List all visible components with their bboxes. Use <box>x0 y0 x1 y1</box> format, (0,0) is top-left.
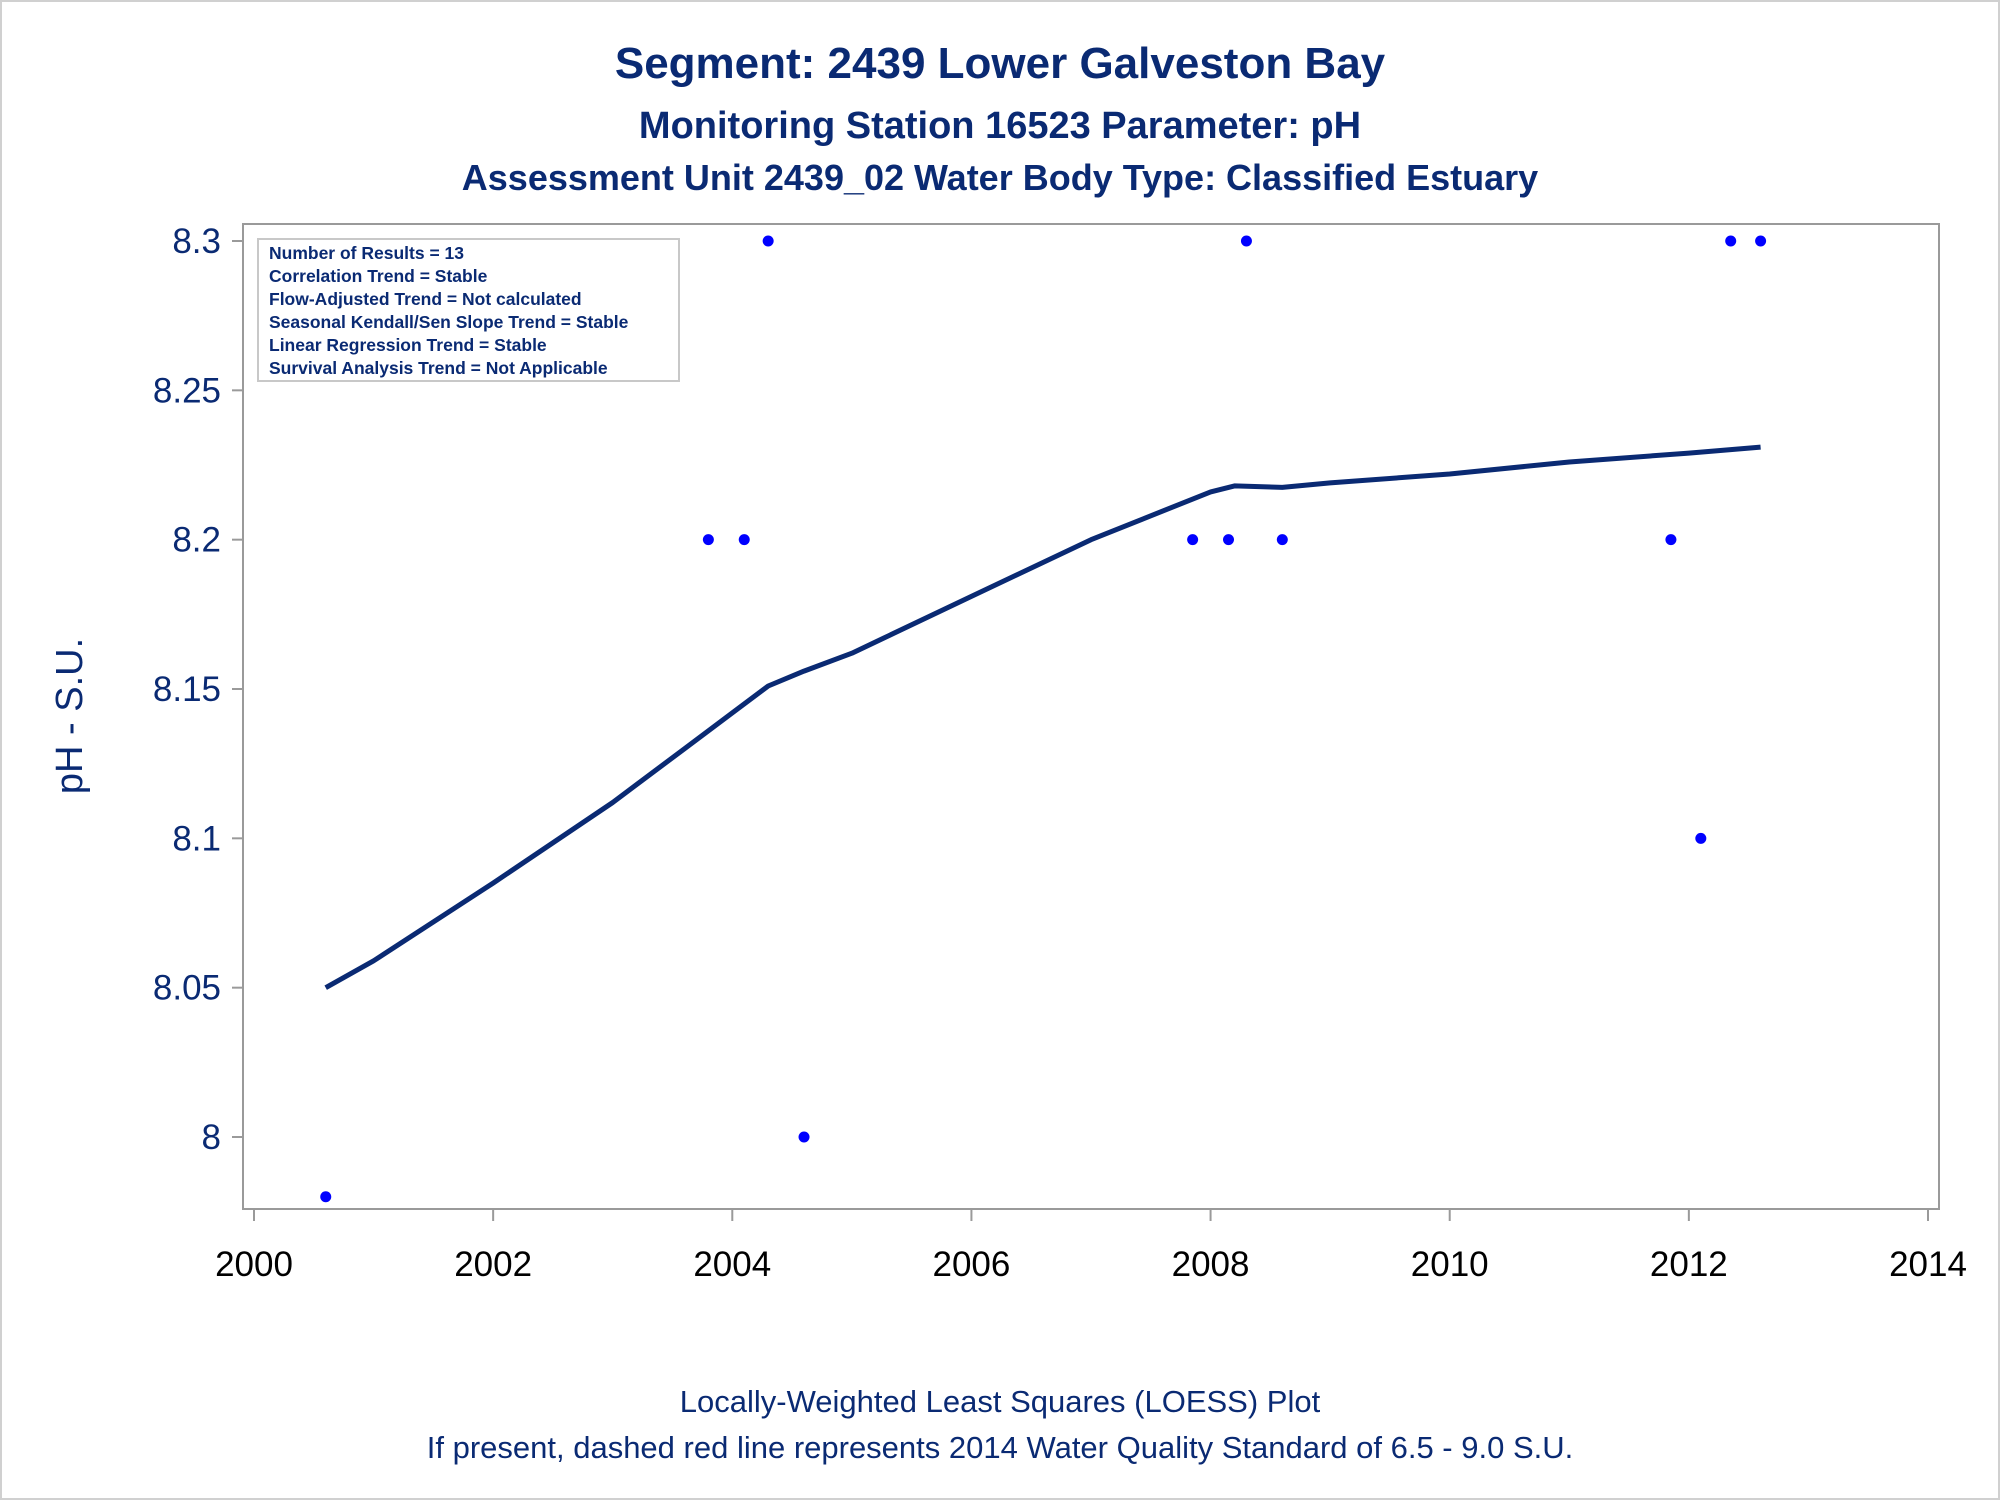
chart-subtitle-2: Assessment Unit 2439_02 Water Body Type:… <box>462 157 1538 198</box>
stat-seasonal-kendall-trend: Seasonal Kendall/Sen Slope Trend = Stabl… <box>269 312 629 332</box>
x-tick-label: 2006 <box>932 1245 1010 1284</box>
x-axis: 2000 2002 2004 2006 2008 2010 2012 2014 <box>215 1209 1967 1284</box>
footnote-standard: If present, dashed red line represents 2… <box>427 1430 1574 1465</box>
y-tick-label: 8.2 <box>172 521 221 560</box>
y-axis: 8 8.05 8.1 8.15 8.2 8.25 8.3 <box>153 222 243 1157</box>
y-tick-label: 8.05 <box>153 969 221 1008</box>
data-point <box>1223 534 1235 546</box>
y-tick-label: 8.15 <box>153 670 221 709</box>
data-point <box>702 534 714 546</box>
data-point <box>1725 235 1737 247</box>
stat-linear-regression-trend: Linear Regression Trend = Stable <box>269 335 547 355</box>
plot-area <box>242 223 1940 1210</box>
y-tick-label: 8.1 <box>172 819 221 858</box>
x-tick-label: 2000 <box>215 1245 293 1284</box>
y-tick-label: 8 <box>202 1118 221 1157</box>
y-tick-label: 8.25 <box>153 371 221 410</box>
stat-correlation-trend: Correlation Trend = Stable <box>269 266 488 286</box>
x-tick-label: 2004 <box>693 1245 771 1284</box>
data-point <box>1755 235 1767 247</box>
x-tick-label: 2012 <box>1650 1245 1728 1284</box>
x-tick-label: 2014 <box>1889 1245 1967 1284</box>
data-point <box>1276 534 1288 546</box>
data-points-layer <box>320 235 1767 1203</box>
footnote-loess: Locally-Weighted Least Squares (LOESS) P… <box>680 1384 1321 1419</box>
stats-legend-box <box>257 238 680 382</box>
x-tick-label: 2010 <box>1411 1245 1489 1284</box>
stat-flow-adjusted-trend: Flow-Adjusted Trend = Not calculated <box>269 289 582 309</box>
data-point <box>762 235 774 247</box>
data-point <box>1187 534 1199 546</box>
loess-line-layer <box>324 444 1761 990</box>
data-point <box>738 534 750 546</box>
stat-survival-analysis-trend: Survival Analysis Trend = Not Applicable <box>269 358 608 378</box>
data-point <box>798 1131 810 1143</box>
y-tick-label: 8.3 <box>172 222 221 261</box>
x-tick-label: 2002 <box>454 1245 532 1284</box>
stats-legend: Number of Results = 13 Correlation Trend… <box>257 238 680 382</box>
data-point <box>1240 235 1252 247</box>
data-point <box>320 1191 332 1203</box>
chart-subtitle: Monitoring Station 16523 Parameter: pH <box>639 105 1361 147</box>
loess-line <box>324 444 1761 990</box>
x-tick-label: 2008 <box>1172 1245 1250 1284</box>
data-point <box>1695 832 1707 844</box>
chart-title: Segment: 2439 Lower Galveston Bay <box>615 39 1386 88</box>
y-axis-title: pH - S.U. <box>49 638 91 794</box>
stat-number-of-results: Number of Results = 13 <box>269 243 464 263</box>
data-point <box>1665 534 1677 546</box>
